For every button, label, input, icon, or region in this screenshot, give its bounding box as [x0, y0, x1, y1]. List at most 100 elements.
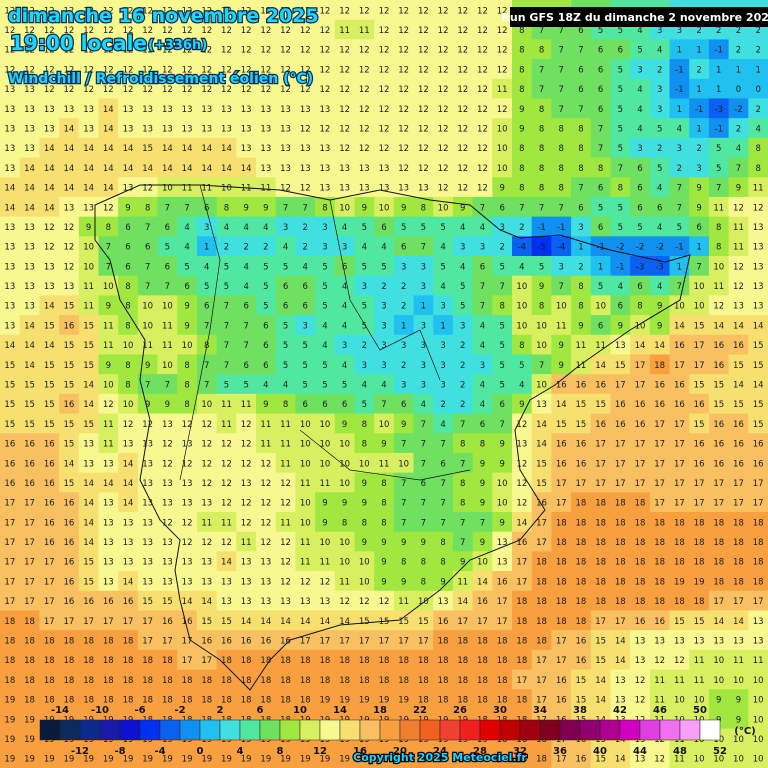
- swatch: [499, 719, 521, 741]
- cell: [19, 196, 40, 218]
- cell: [334, 19, 355, 40]
- cell-value: 8: [539, 46, 544, 56]
- cell: [669, 177, 690, 198]
- cell-value: 12: [201, 479, 212, 489]
- cell-value: 11: [103, 341, 114, 351]
- cell: [413, 118, 434, 139]
- cell-value: 5: [283, 262, 288, 272]
- cell: [19, 98, 40, 119]
- cell: [118, 98, 139, 119]
- cell-value: 1: [677, 105, 682, 115]
- cell-value: 7: [480, 282, 485, 292]
- cell-value: 10: [516, 302, 527, 312]
- cell-value: 18: [24, 656, 35, 666]
- cell: [354, 256, 375, 277]
- cell-value: 12: [418, 125, 429, 135]
- cell-value: 13: [438, 597, 449, 607]
- cell: [78, 78, 99, 99]
- cell-value: 14: [24, 164, 35, 174]
- cell-value: 12: [477, 164, 488, 174]
- cell: [689, 59, 710, 80]
- cell-value: 12: [241, 459, 252, 469]
- cell-value: 11: [674, 676, 685, 686]
- cell-value: 13: [4, 125, 15, 135]
- cell-value: 12: [162, 459, 173, 469]
- cell-value: 10: [733, 755, 744, 765]
- cell-value: 18: [320, 676, 331, 686]
- cell-value: 18: [24, 637, 35, 647]
- cell-value: 17: [694, 361, 705, 371]
- cell-value: 4: [342, 302, 347, 312]
- cell-value: 8: [480, 440, 485, 450]
- cell: [748, 216, 768, 237]
- cell-value: 9: [243, 203, 248, 213]
- cell-value: 18: [713, 577, 724, 587]
- cell-value: 12: [260, 479, 271, 489]
- cell: [708, 334, 730, 355]
- cell-value: 13: [64, 282, 75, 292]
- cell-value: 3: [421, 262, 426, 272]
- cell-value: 4: [480, 341, 485, 351]
- cell-value: 8: [519, 46, 524, 56]
- cell: [728, 157, 749, 178]
- cell: [512, 177, 533, 198]
- cell-value: 2: [362, 341, 367, 351]
- cell-value: 18: [753, 577, 764, 587]
- cell-value: 6: [303, 282, 308, 292]
- cell-value: 18: [64, 637, 75, 647]
- cell-value: 8: [204, 341, 209, 351]
- cell-value: 13: [162, 577, 173, 587]
- cell-value: 5: [716, 164, 721, 174]
- cell-value: 13: [260, 577, 271, 587]
- cell-value: 6: [480, 262, 485, 272]
- cell-value: 18: [654, 361, 665, 371]
- cell-value: 13: [418, 184, 429, 194]
- cell: [708, 315, 730, 336]
- cell-value: 16: [654, 400, 665, 410]
- cell: [354, 137, 375, 159]
- cell-value: 10: [142, 321, 153, 331]
- cell-value: 10: [162, 302, 173, 312]
- cell-value: 8: [559, 125, 564, 135]
- cell-value: 18: [595, 538, 606, 548]
- cell-value: 18: [733, 518, 744, 528]
- cell: [59, 236, 80, 257]
- cell-value: 6: [421, 479, 426, 489]
- cell-value: 14: [142, 164, 153, 174]
- cell: [630, 275, 651, 296]
- cell: [649, 216, 671, 237]
- cell-value: 2: [401, 282, 406, 292]
- cell-value: 12: [418, 65, 429, 75]
- level-label: 22: [413, 705, 427, 716]
- cell-value: 11: [241, 184, 252, 194]
- cell-value: 10: [379, 203, 390, 213]
- cell-value: 8: [519, 65, 524, 75]
- cell: [275, 39, 296, 60]
- cell: [216, 334, 237, 355]
- cell-value: 11: [398, 597, 409, 607]
- cell-value: 16: [103, 597, 114, 607]
- cell-value: 16: [556, 459, 567, 469]
- cell-value: 15: [4, 400, 15, 410]
- cell-value: 18: [516, 617, 527, 627]
- cell-value: 17: [713, 479, 724, 489]
- cell: [256, 118, 277, 139]
- cell-value: 6: [303, 302, 308, 312]
- cell-value: 9: [736, 184, 741, 194]
- cell: [98, 177, 119, 198]
- cell-value: 10: [733, 676, 744, 686]
- cell: [708, 59, 730, 80]
- cell-value: 6: [401, 400, 406, 410]
- cell: [551, 315, 572, 336]
- cell-value: 16: [615, 420, 626, 430]
- cell-value: 5: [263, 302, 268, 312]
- cell: [748, 354, 768, 375]
- cell-value: 12: [418, 85, 429, 95]
- cell-value: 1: [440, 321, 445, 331]
- cell-value: 5: [598, 26, 603, 36]
- swatch: [559, 719, 581, 741]
- cell-value: 12: [398, 144, 409, 154]
- cell: [571, 59, 592, 80]
- cell-value: 13: [123, 558, 134, 568]
- cell: [256, 295, 277, 316]
